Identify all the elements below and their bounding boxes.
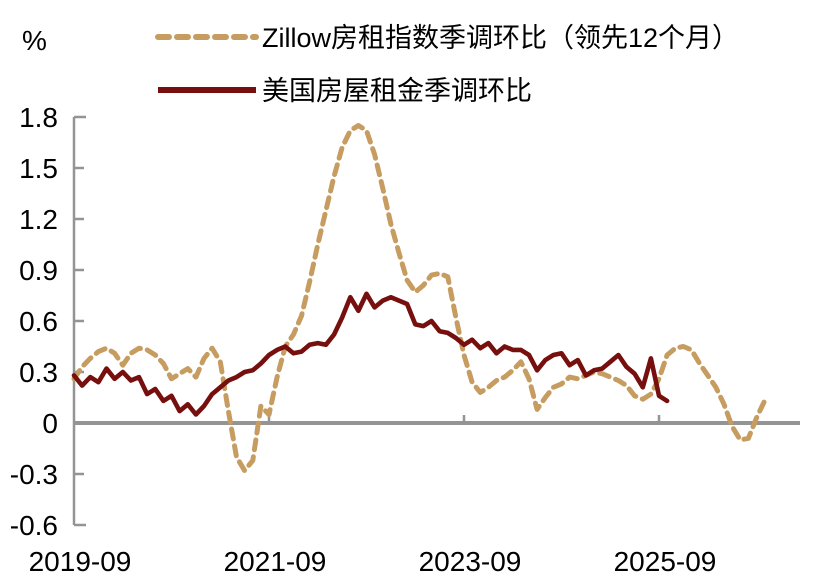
legend-us-rent-label: 美国房屋租金季调环比 [262, 76, 532, 106]
legend-zillow-label: Zillow房租指数季调环比（领先12个月） [262, 23, 739, 53]
y-tick-label: -0.6 [10, 510, 58, 541]
y-tick-label: 1.8 [19, 102, 58, 133]
zillow-rent-index-line [71, 123, 768, 474]
y-tick-label: 0.6 [19, 306, 58, 337]
y-tick-label: 1.5 [19, 153, 58, 184]
series-group [71, 123, 768, 474]
y-tick-label: -0.3 [10, 459, 58, 490]
x-tick-label: 2019-09 [29, 546, 132, 577]
x-tick-label: 2021-09 [224, 546, 327, 577]
y-tick-label: 0.9 [19, 255, 58, 286]
us-housing-rent-line [71, 291, 670, 417]
tick-labels-group: 1.8 1.5 1.2 0.9 0.6 0.3 0 -0.3 -0.6 2019-09 2021-0… [10, 102, 717, 577]
x-tick-label: 2025-09 [614, 546, 717, 577]
y-tick-label: 0.3 [19, 357, 58, 388]
x-tick-label: 2023-09 [419, 546, 522, 577]
y-axis-unit-label: % [22, 25, 47, 56]
y-tick-label: 1.2 [19, 204, 58, 235]
axes-group [72, 115, 800, 527]
chart-legend: Zillow房租指数季调环比（领先12个月） 美国房屋租金季调环比 [155, 23, 739, 106]
y-tick-label: 0 [42, 408, 58, 439]
